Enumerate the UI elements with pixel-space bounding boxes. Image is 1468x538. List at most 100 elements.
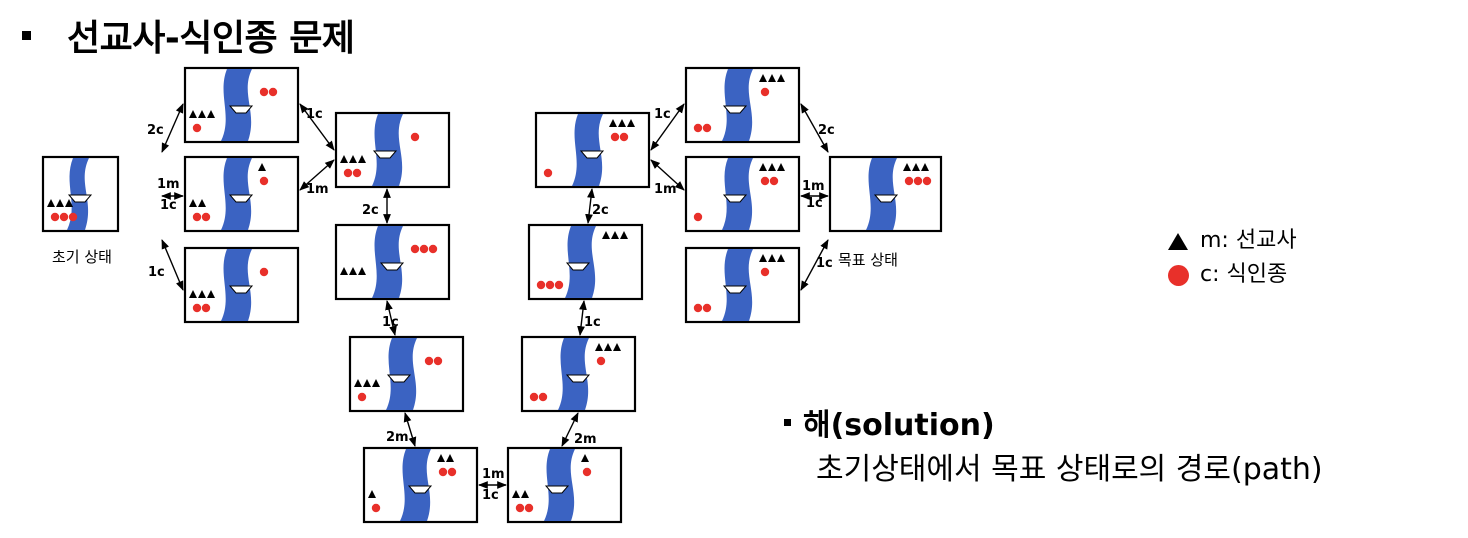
- missionary-icon: [768, 74, 776, 82]
- missionary-icon: [358, 267, 366, 275]
- cannibal-icon: [68, 212, 78, 222]
- transition-arrow: [650, 159, 685, 191]
- cannibal-circle-icon: [1168, 264, 1189, 286]
- river: [558, 338, 589, 410]
- state-box-b3: [348, 335, 465, 413]
- cannibal-icon: [201, 303, 211, 313]
- cannibal-icon: [693, 123, 703, 133]
- missionary-icon: [56, 199, 64, 207]
- river: [722, 69, 753, 141]
- cannibal-icon: [922, 176, 932, 186]
- river: [67, 158, 89, 230]
- river: [372, 114, 403, 186]
- cannibal-icon: [554, 280, 564, 290]
- move-label: 1c: [382, 315, 399, 330]
- legend-missionary-text: m: 선교사: [1200, 228, 1297, 253]
- transition-arrow: [650, 103, 685, 151]
- river: [221, 158, 252, 230]
- cannibal-icon: [201, 212, 211, 222]
- title-row: 선교사-식인종 문제: [22, 10, 355, 60]
- cannibal-icon: [702, 123, 712, 133]
- missionary-icon: [777, 74, 785, 82]
- cannibal-icon: [410, 132, 420, 142]
- cannibal-icon: [438, 467, 448, 477]
- transition-arrow: [561, 412, 579, 447]
- cannibal-icon: [760, 267, 770, 277]
- cannibal-icon: [357, 392, 367, 402]
- cannibal-icon: [610, 132, 620, 142]
- cannibal-icon: [410, 244, 420, 254]
- river: [544, 449, 575, 521]
- cannibal-icon: [447, 467, 457, 477]
- missionary-icon: [611, 231, 619, 239]
- cannibal-icon: [693, 212, 703, 222]
- transition-arrow: [403, 412, 417, 447]
- missionary-icon: [198, 110, 206, 118]
- cannibal-icon: [543, 168, 553, 178]
- transition-arrow: [800, 239, 829, 291]
- cannibal-icon: [536, 280, 546, 290]
- missionary-icon: [912, 163, 920, 171]
- move-label: 1c: [816, 256, 833, 271]
- missionary-icon: [340, 155, 348, 163]
- cannibal-icon: [913, 176, 923, 186]
- cannibal-icon: [760, 176, 770, 186]
- cannibal-icon: [702, 303, 712, 313]
- move-label: 2c: [362, 203, 379, 218]
- state-box-a1: [183, 66, 300, 144]
- missionary-icon: [47, 199, 55, 207]
- move-label: 1m: [157, 177, 180, 192]
- boat: [228, 105, 254, 114]
- cannibal-icon: [619, 132, 629, 142]
- move-label: 1m: [482, 467, 505, 482]
- boat: [565, 374, 591, 383]
- missionary-icon: [363, 379, 371, 387]
- cannibal-icon: [192, 123, 202, 133]
- move-label: 1c: [806, 196, 823, 211]
- state-box-s0: [41, 155, 120, 233]
- cannibal-icon: [268, 87, 278, 97]
- missionary-icon: [358, 155, 366, 163]
- move-label: 1c: [584, 315, 601, 330]
- state-boxes: [41, 66, 943, 524]
- missionary-icon: [609, 119, 617, 127]
- state-box-b2: [334, 223, 451, 301]
- solution-heading: 해(solution): [803, 408, 995, 443]
- missionary-icon: [604, 343, 612, 351]
- cannibal-icon: [769, 176, 779, 186]
- move-label: 2m: [386, 430, 409, 445]
- state-box-a2: [183, 155, 300, 233]
- missionary-triangle-icon: [1168, 232, 1188, 250]
- missionary-icon: [759, 163, 767, 171]
- missionary-icon: [207, 290, 215, 298]
- river: [221, 249, 252, 321]
- cannibal-icon: [192, 212, 202, 222]
- transition-arrow: [577, 300, 587, 336]
- move-label: 1c: [160, 198, 177, 213]
- missionary-icon: [354, 379, 362, 387]
- missionary-icon: [207, 110, 215, 118]
- missionary-icon: [521, 490, 529, 498]
- transition-edges: [161, 103, 829, 489]
- missionary-icon: [258, 163, 266, 171]
- cannibal-icon: [343, 168, 353, 178]
- cannibal-icon: [904, 176, 914, 186]
- state-box-b4: [362, 446, 479, 524]
- goal-state-label: 목표 상태: [838, 251, 898, 269]
- solution-description: 초기상태에서 목표 상태로의 경로(path): [816, 452, 1323, 487]
- boat: [722, 194, 748, 203]
- state-box-g: [828, 155, 943, 233]
- cannibal-icon: [419, 244, 429, 254]
- transition-arrow: [299, 159, 335, 191]
- state-box-d2: [684, 155, 801, 233]
- missionary-icon: [198, 199, 206, 207]
- cannibal-icon: [428, 244, 438, 254]
- legend-missionary: m: 선교사: [1168, 224, 1297, 258]
- move-label: 1m: [802, 179, 825, 194]
- move-label: 2c: [818, 123, 835, 138]
- boat: [372, 150, 398, 159]
- cannibal-icon: [538, 392, 548, 402]
- boat: [228, 285, 254, 294]
- missionary-icon: [777, 163, 785, 171]
